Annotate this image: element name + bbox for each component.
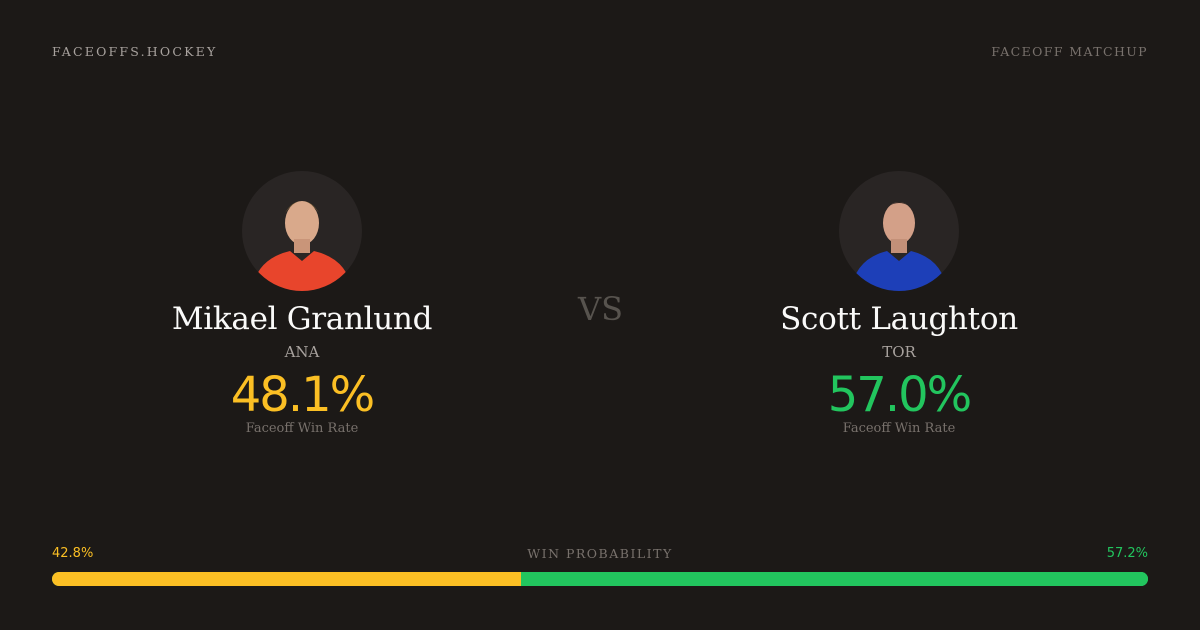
win-probability-left: 42.8% [52, 546, 94, 561]
win-probability-title: WIN PROBABILITY [527, 546, 673, 561]
player-card-left: Mikael Granlund ANA 48.1% Faceoff Win Ra… [102, 171, 502, 436]
win-probability-bar-right [521, 572, 1148, 586]
player-name: Mikael Granlund [171, 301, 433, 337]
win-probability-bar [52, 572, 1148, 586]
win-rate-value: 48.1% [230, 367, 375, 423]
player-card-right: Scott Laughton TOR 57.0% Faceoff Win Rat… [699, 171, 1099, 436]
win-rate-label: Faceoff Win Rate [842, 421, 956, 436]
player-name: Scott Laughton [780, 301, 1018, 337]
brand-logo[interactable]: FACEOFFS.HOCKEY [52, 44, 218, 59]
win-probability-bar-left [52, 572, 522, 586]
page-tag: FACEOFF MATCHUP [991, 44, 1148, 59]
player-team: TOR [882, 343, 916, 361]
player-avatar [242, 171, 362, 291]
vs-label: VS [578, 290, 624, 328]
win-rate-label: Faceoff Win Rate [245, 421, 359, 436]
player-team: ANA [284, 343, 320, 361]
win-rate-value: 57.0% [827, 367, 972, 423]
player-avatar [839, 171, 959, 291]
win-probability-right: 57.2% [1106, 546, 1148, 561]
